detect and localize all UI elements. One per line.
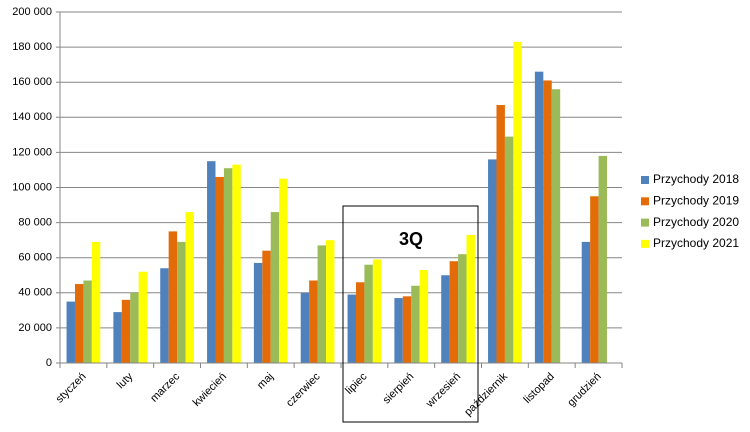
bar: [504, 136, 514, 363]
y-tick-label: 20 000: [18, 322, 52, 334]
bar: [419, 269, 429, 363]
bar: [347, 294, 356, 363]
bar: [279, 178, 288, 363]
legend-marker: [641, 176, 649, 184]
x-tick-label: kwiecień: [191, 371, 229, 409]
bar: [441, 275, 450, 363]
bar: [223, 168, 233, 363]
bar: [168, 231, 178, 363]
legend-label: Przychody 2019: [653, 193, 739, 207]
legend-marker: [641, 239, 649, 248]
bar: [300, 292, 310, 363]
bar: [253, 262, 263, 363]
x-tick-label: wrzesień: [423, 371, 463, 411]
bar: [543, 80, 552, 363]
bar: [138, 271, 148, 363]
bar: [130, 292, 139, 363]
bar: [326, 240, 335, 363]
bar: [488, 159, 497, 363]
bar: [551, 89, 561, 363]
bar: [581, 241, 591, 363]
x-tick-label: marzec: [148, 370, 182, 404]
x-tick-label: styczeń: [54, 371, 89, 406]
x-tick-label: sierpień: [381, 371, 417, 407]
annotation: 3Q: [399, 229, 423, 249]
bar: [590, 196, 599, 363]
bar: [449, 261, 459, 363]
bar: [496, 105, 505, 363]
y-tick-label: 160 000: [12, 76, 52, 88]
bar: [177, 241, 186, 363]
bar: [91, 241, 101, 363]
annotation-box: [342, 205, 479, 423]
legend-label: Przychody 2020: [653, 215, 739, 229]
bar: [121, 299, 131, 363]
bar: [270, 212, 280, 363]
bar: [309, 280, 318, 363]
y-tick-label: 180 000: [12, 41, 52, 53]
y-tick-label: 60 000: [18, 252, 52, 264]
bar: [411, 285, 420, 363]
bar: [394, 298, 403, 363]
x-tick-label: październik: [462, 370, 510, 418]
bar: [215, 176, 224, 363]
bar: [458, 254, 467, 363]
bar: [466, 234, 475, 363]
x-tick-label: luty: [115, 370, 136, 391]
bar: [113, 312, 122, 363]
bar: [83, 280, 92, 363]
bar: [262, 250, 271, 363]
legend-label: Przychody 2021: [653, 236, 739, 250]
x-tick-label: listopad: [522, 371, 557, 406]
bar: [207, 161, 216, 363]
y-tick-label: 120 000: [12, 146, 52, 158]
x-tick-label: maj: [255, 371, 276, 392]
bar: [598, 155, 608, 363]
y-tick-label: 40 000: [18, 287, 52, 299]
bar: [513, 41, 522, 364]
bar: [317, 245, 327, 363]
bar: [402, 296, 412, 363]
legend-marker: [641, 218, 649, 227]
bar: [232, 164, 241, 363]
legend-marker: [641, 197, 649, 206]
bar: [372, 259, 382, 363]
bar: [185, 212, 194, 363]
x-tick-label: grudzień: [565, 371, 603, 409]
bar: [364, 264, 373, 363]
y-tick-label: 100 000: [12, 181, 52, 193]
x-tick-label: lipiec: [343, 370, 370, 397]
y-tick-label: 80 000: [18, 217, 52, 229]
bar: [534, 71, 544, 364]
bar: [66, 301, 75, 363]
y-tick-label: 200 000: [12, 6, 52, 18]
legend-label: Przychody 2018: [653, 172, 739, 186]
y-tick-label: 140 000: [12, 111, 52, 123]
bar: [355, 282, 365, 363]
x-tick-label: czerwiec: [284, 370, 323, 409]
bar: [160, 268, 169, 363]
y-tick-label: 0: [46, 357, 52, 369]
bar: [74, 284, 84, 363]
